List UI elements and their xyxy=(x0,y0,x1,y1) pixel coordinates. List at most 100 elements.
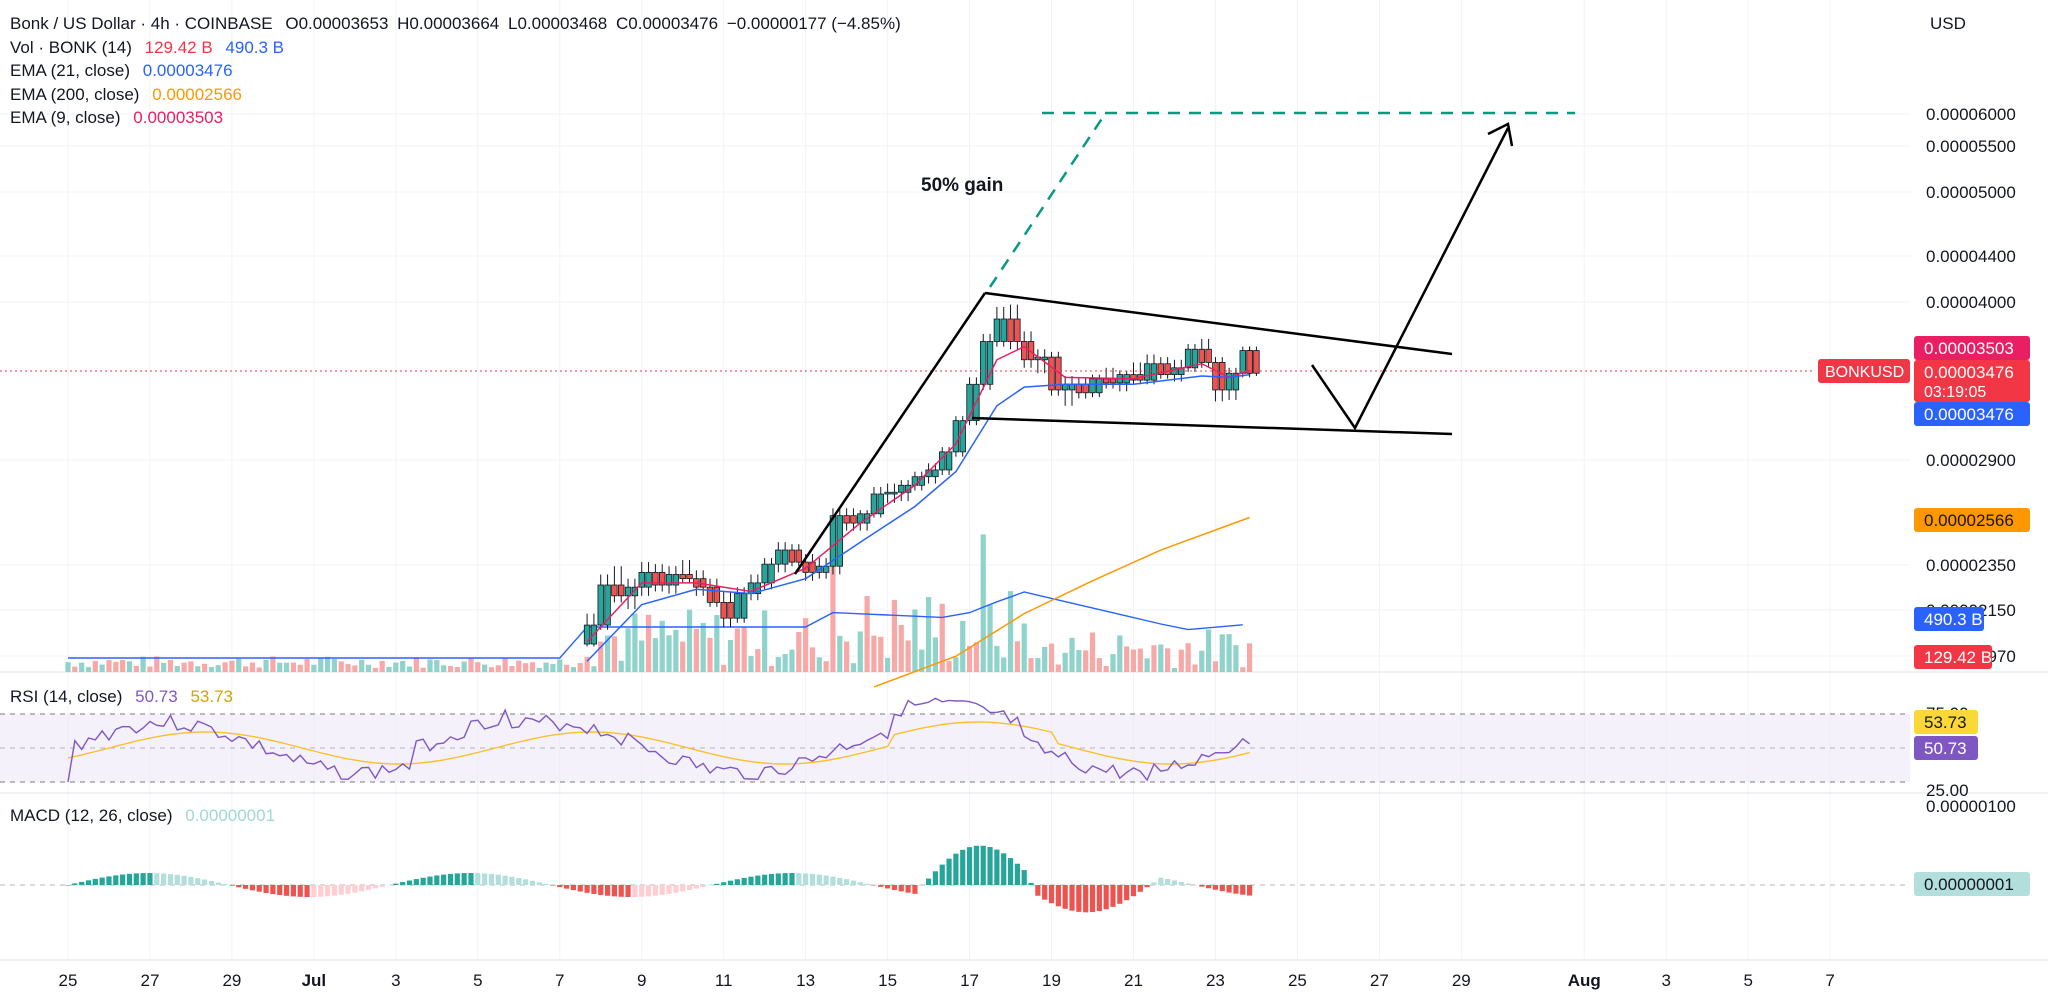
candle-body xyxy=(1191,348,1199,369)
price-tick-label: 0.00005000 xyxy=(1926,183,2016,202)
ema200-price-tag-text: 0.00002566 xyxy=(1924,511,2014,530)
candle-body xyxy=(850,515,857,524)
rsi-legend[interactable]: RSI (14, close) 50.73 53.73 xyxy=(10,687,241,707)
volume-bar xyxy=(406,666,413,672)
candle-body xyxy=(672,574,680,586)
macd-histogram-bar xyxy=(1048,885,1055,904)
volume-bar xyxy=(919,649,925,672)
volume-bar xyxy=(755,649,761,672)
volume-bar xyxy=(1219,634,1225,672)
date-tick-label: 5 xyxy=(1743,971,1752,990)
macd-histogram-bar xyxy=(844,879,850,885)
macd-legend[interactable]: MACD (12, 26, close) 0.00000001 xyxy=(10,806,283,826)
volume-bar xyxy=(447,665,454,672)
main-legend: Bonk / US Dollar · 4h · COINBASE O0.0000… xyxy=(10,12,909,130)
volume-bar xyxy=(748,655,754,672)
macd-histogram-bar xyxy=(1226,885,1232,893)
candle-body xyxy=(870,493,878,515)
candle-body xyxy=(1109,378,1117,384)
macd-histogram-bar xyxy=(92,878,98,885)
ema9-legend[interactable]: EMA (9, close) 0.00003503 xyxy=(10,106,909,130)
ema200-label: EMA (200, close) xyxy=(10,84,140,104)
price-tick-label: 0.00005500 xyxy=(1926,137,2016,156)
symbol-tag-text: BONKUSD xyxy=(1825,364,1904,381)
macd-value-tag: 0.00000001 xyxy=(1914,872,2030,896)
volume-bar xyxy=(1206,629,1212,672)
volume-bar xyxy=(611,636,617,672)
macd-histogram-bar xyxy=(850,880,857,885)
macd-histogram-bar xyxy=(365,885,372,890)
currency-button[interactable]: USD xyxy=(1930,14,1966,33)
candle-body xyxy=(665,574,673,586)
macd-histogram-bar xyxy=(372,885,378,889)
macd-histogram-bar xyxy=(789,873,795,885)
candle-body xyxy=(1239,350,1246,374)
macd-histogram-bar xyxy=(1199,885,1205,887)
date-tick-label: 3 xyxy=(1661,971,1670,990)
volume-bar xyxy=(126,661,133,672)
macd-histogram-bar xyxy=(324,885,331,897)
candle-body xyxy=(1048,356,1055,391)
macd-histogram-bar xyxy=(65,885,71,886)
candle-body xyxy=(1000,318,1007,342)
candle-body xyxy=(631,586,639,597)
macd-histogram-bar xyxy=(120,874,126,885)
ema200-price-tag-bg xyxy=(1914,508,2030,532)
date-tick-label: 29 xyxy=(222,971,241,990)
volume-bar xyxy=(1178,649,1184,672)
ema21-label: EMA (21, close) xyxy=(10,61,130,80)
macd-histogram-bar xyxy=(229,885,235,886)
macd-histogram-bar xyxy=(939,864,945,885)
candle-body xyxy=(761,563,768,584)
volume-bar xyxy=(461,661,467,672)
rsi-tick-label: 25.00 xyxy=(1926,781,1969,800)
macd-value-tag-bg xyxy=(1914,872,2030,896)
rsi-line xyxy=(67,697,1251,783)
ohlc-row: Bonk / US Dollar · 4h · COINBASE O0.0000… xyxy=(10,12,909,36)
candle-body xyxy=(679,574,686,580)
macd-histogram-bar xyxy=(857,882,863,885)
macd-histogram-bar xyxy=(352,885,358,893)
volume-bar xyxy=(324,656,331,672)
price-axis[interactable]: 0.00006000 0.00005500 0.00005000 0.00004400… xyxy=(1818,105,2030,896)
macd-histogram-bar xyxy=(188,876,194,885)
macd-histogram-bar xyxy=(557,885,563,888)
macd-histogram-bar xyxy=(823,875,829,885)
macd-histogram-bar xyxy=(242,885,249,889)
volume-bar xyxy=(871,635,877,672)
date-tick-label: 5 xyxy=(473,971,482,990)
volume-bar xyxy=(598,641,604,672)
macd-histogram-bar xyxy=(311,885,317,897)
macd-histogram-bar xyxy=(475,873,481,885)
symbol-title[interactable]: Bonk / US Dollar · 4h · COINBASE xyxy=(10,14,273,33)
macd-histogram-bar xyxy=(1206,885,1212,889)
ema200-legend[interactable]: EMA (200, close) 0.00002566 xyxy=(10,83,909,107)
macd-histogram-bar xyxy=(1103,885,1109,910)
macd-histogram-bar xyxy=(639,885,645,897)
volume-bar xyxy=(994,645,1000,672)
macd-histogram-bar xyxy=(1055,885,1061,907)
volume-bar xyxy=(249,662,256,672)
candle-body xyxy=(638,571,645,588)
volume-bar xyxy=(242,666,249,672)
macd-histogram-bar xyxy=(912,885,918,894)
macd-histogram-bar xyxy=(1165,878,1171,885)
macd-histogram-bar xyxy=(925,878,932,885)
macd-histogram-bar xyxy=(297,885,303,897)
volume-legend[interactable]: Vol · BONK (14) 129.42 B 490.3 B xyxy=(10,36,909,60)
date-tick-label: Aug xyxy=(1568,971,1601,990)
macd-histogram-bar xyxy=(338,885,344,895)
macd-histogram-bar xyxy=(249,885,256,891)
macd-histogram-bar xyxy=(222,884,228,885)
macd-histogram-bar xyxy=(523,879,529,885)
time-axis[interactable]: 25 27 29 Jul 3 5 7 9 11 13 15 17 19 21 23 25 27 29 Aug 3 5 7 xyxy=(59,971,1835,990)
macd-histogram-bar xyxy=(161,873,167,885)
ema21-legend[interactable]: EMA (21, close) 0.00003476 xyxy=(10,59,909,83)
volume-value: 129.42 B xyxy=(144,37,213,57)
macd-histogram-bar xyxy=(973,845,979,885)
volume-bar xyxy=(454,667,460,672)
rsi-ma-line xyxy=(67,721,1250,765)
candle-body xyxy=(1164,363,1171,376)
macd-histogram-bar xyxy=(1171,880,1178,885)
